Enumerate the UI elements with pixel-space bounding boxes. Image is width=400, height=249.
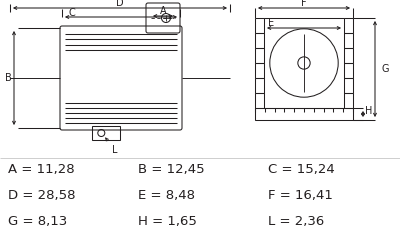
Text: F = 16,41: F = 16,41 [268, 189, 333, 202]
Text: C = 15,24: C = 15,24 [268, 163, 335, 176]
Text: B = 12,45: B = 12,45 [138, 163, 205, 176]
Bar [92, 126, 120, 140]
Text: C: C [69, 8, 75, 18]
Text: A = 11,28: A = 11,28 [8, 163, 75, 176]
Text: L: L [106, 138, 118, 155]
Text: E: E [268, 18, 274, 28]
Bar [264, 18, 344, 108]
Text: D = 28,58: D = 28,58 [8, 189, 76, 202]
Bar [255, 108, 353, 120]
Text: G: G [381, 64, 388, 74]
Text: B: B [5, 73, 11, 83]
Text: E = 8,48: E = 8,48 [138, 189, 195, 202]
Text: F: F [301, 0, 307, 8]
Text: L = 2,36: L = 2,36 [268, 215, 324, 228]
Text: A: A [160, 6, 166, 16]
Text: H: H [365, 106, 372, 116]
Text: H = 1,65: H = 1,65 [138, 215, 197, 228]
Text: D: D [116, 0, 124, 8]
Text: G = 8,13: G = 8,13 [8, 215, 67, 228]
